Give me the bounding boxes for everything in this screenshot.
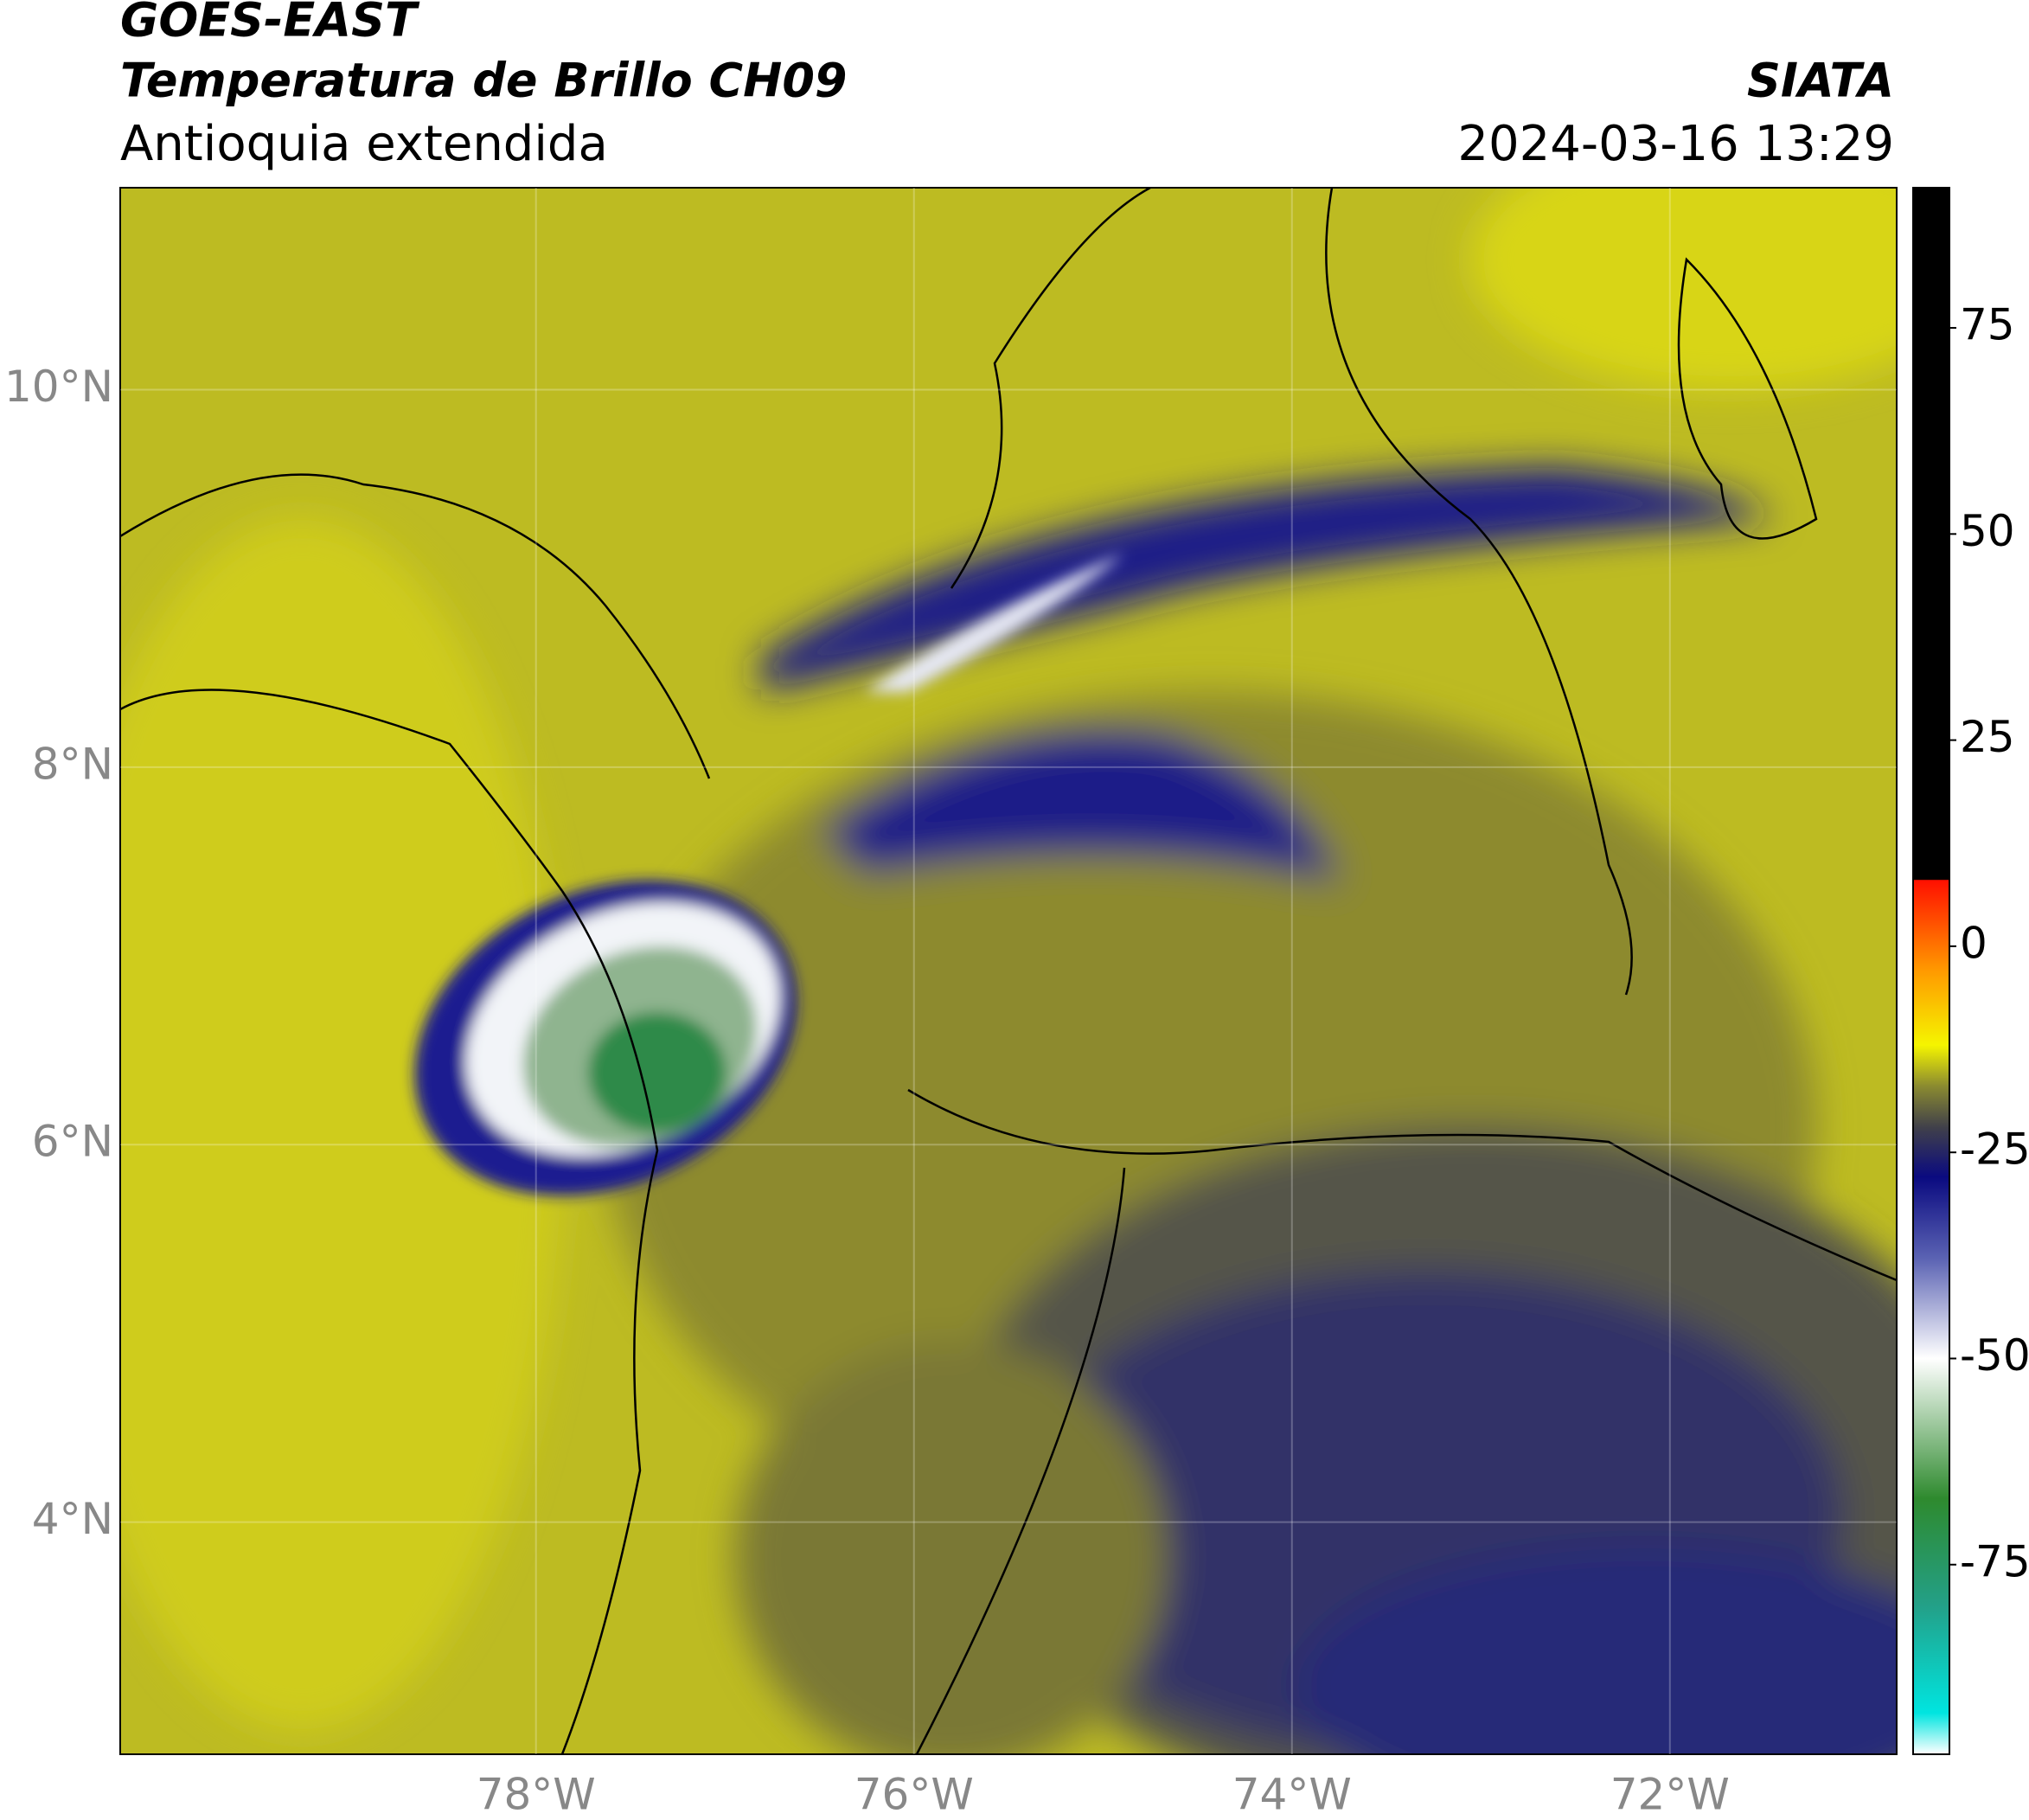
colorbar-tick-label: 50 bbox=[1960, 506, 2015, 556]
colorbar-tick-label: 75 bbox=[1960, 300, 2015, 350]
region: Antioquia extendida bbox=[120, 116, 608, 172]
colorbar-tick-label: -25 bbox=[1960, 1125, 2029, 1175]
title: GOES-EAST bbox=[120, 0, 420, 48]
lon-tick-label: 78°W bbox=[477, 1770, 596, 1817]
source: SIATA bbox=[1747, 54, 1894, 108]
colorbar-tick-label: 0 bbox=[1960, 918, 1987, 968]
colorbar-tick-label: -75 bbox=[1960, 1536, 2029, 1586]
lat-tick-label: 6°N bbox=[32, 1117, 113, 1167]
colorbar-tick-label: -50 bbox=[1960, 1330, 2029, 1381]
lon-tick-label: 74°W bbox=[1232, 1770, 1352, 1817]
datetime: 2024-03-16 13:29 bbox=[1457, 116, 1894, 172]
colorbar-tick-label: 25 bbox=[1960, 712, 2015, 762]
lat-tick-label: 10°N bbox=[4, 362, 113, 412]
map-frame bbox=[119, 187, 1898, 1755]
lon-tick-label: 72°W bbox=[1610, 1770, 1730, 1817]
lon-tick-label: 76°W bbox=[854, 1770, 974, 1817]
boundaries bbox=[120, 188, 1897, 1754]
colorbar bbox=[1912, 187, 1950, 1755]
subtitle: Temperatura de Brillo CH09 bbox=[120, 54, 848, 108]
satellite-image bbox=[120, 188, 1897, 1754]
lat-tick-label: 4°N bbox=[32, 1494, 113, 1544]
lat-tick-label: 8°N bbox=[32, 739, 113, 789]
